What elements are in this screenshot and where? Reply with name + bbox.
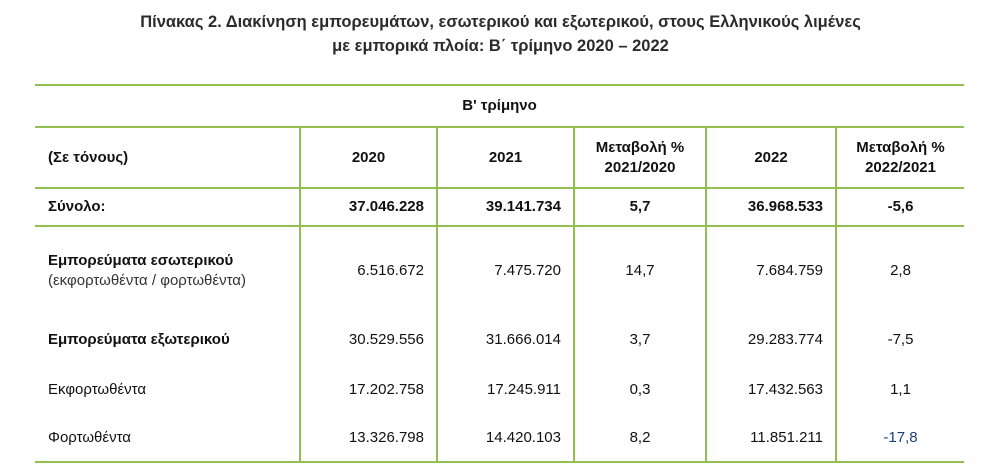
cell-2021: 17.245.911 (436, 366, 574, 414)
cell-change-2022: 1,1 (834, 366, 965, 414)
title-line-2: με εμπορικά πλοία: Β΄ τρίμηνο 2020 – 202… (332, 37, 669, 55)
cell-change-2022: -5,6 (834, 187, 965, 226)
cell-change-2021: 5,7 (573, 187, 706, 226)
cell-2021: 14.420.103 (436, 414, 574, 463)
col-2021-header: 2021 (436, 126, 574, 188)
cell-2021: 7.475.720 (436, 225, 574, 314)
cell-change-2021: 3,7 (573, 314, 706, 366)
cell-change-2022: -7,5 (834, 314, 965, 366)
cell-change-2021: 8,2 (573, 414, 706, 463)
cell-2022: 17.432.563 (705, 366, 836, 414)
cell-2020: 6.516.672 (299, 225, 437, 314)
cell-2020: 37.046.228 (299, 187, 437, 226)
cell-change-2022: 2,8 (834, 225, 965, 314)
table-row-unloaded: Εκφορτωθέντα 17.202.758 17.245.911 0,3 1… (35, 366, 965, 414)
row-label-sub: (εκφορτωθέντα / φορτωθέντα) (48, 271, 246, 289)
cell-2022: 36.968.533 (705, 187, 836, 226)
cell-2022: 29.283.774 (705, 314, 836, 366)
period-header: B' τρίμηνο (35, 84, 965, 127)
unit-header: (Σε τόνους) (35, 126, 300, 188)
cell-2022: 11.851.211 (705, 414, 836, 463)
cell-2021: 31.666.014 (436, 314, 574, 366)
row-label: Σύνολο: (35, 187, 300, 226)
row-label-main: Εμπορεύματα εσωτερικού (48, 251, 234, 269)
cell-2020: 30.529.556 (299, 314, 437, 366)
cell-2021: 39.141.734 (436, 187, 574, 226)
freight-table: B' τρίμηνο (Σε τόνους) 2020 2021 Μεταβολ… (35, 84, 965, 463)
column-header-row: (Σε τόνους) 2020 2021 Μεταβολή % 2021/20… (35, 126, 965, 188)
cell-2020: 13.326.798 (299, 414, 437, 463)
row-label: Εκφορτωθέντα (48, 381, 147, 398)
table-title: Πίνακας 2. Διακίνηση εμπορευμάτων, εσωτε… (0, 10, 1001, 58)
title-line-1: Πίνακας 2. Διακίνηση εμπορευμάτων, εσωτε… (140, 13, 861, 31)
change-2022-period: 2022/2021 (865, 158, 936, 176)
cell-2022: 7.684.759 (705, 225, 836, 314)
period-header-row: B' τρίμηνο (35, 84, 965, 127)
change-2021-label: Μεταβολή % (595, 138, 685, 156)
table-row-total: Σύνολο: 37.046.228 39.141.734 5,7 36.968… (35, 187, 965, 226)
table-row-foreign: Εμπορεύματα εξωτερικού 30.529.556 31.666… (35, 314, 965, 366)
cell-change-2021: 0,3 (573, 366, 706, 414)
col-change-2021-header: Μεταβολή % 2021/2020 (573, 126, 706, 188)
row-label: Φορτωθέντα (35, 414, 300, 463)
cell-change-2022: -17,8 (834, 414, 965, 463)
row-label: Εμπορεύματα εξωτερικού (48, 331, 230, 348)
change-2022-label: Μεταβολή % (856, 138, 945, 156)
table-row-loaded: Φορτωθέντα 13.326.798 14.420.103 8,2 11.… (35, 414, 965, 463)
cell-change-2021: 14,7 (573, 225, 706, 314)
change-2021-period: 2021/2020 (604, 158, 676, 176)
col-2022-header: 2022 (705, 126, 836, 188)
table-row-domestic: Εμπορεύματα εσωτερικού (εκφορτωθέντα / φ… (35, 225, 965, 314)
cell-2020: 17.202.758 (299, 366, 437, 414)
row-label: Εμπορεύματα εσωτερικού (εκφορτωθέντα / φ… (35, 225, 300, 314)
col-2020-header: 2020 (299, 126, 437, 188)
col-change-2022-header: Μεταβολή % 2022/2021 (834, 126, 965, 188)
